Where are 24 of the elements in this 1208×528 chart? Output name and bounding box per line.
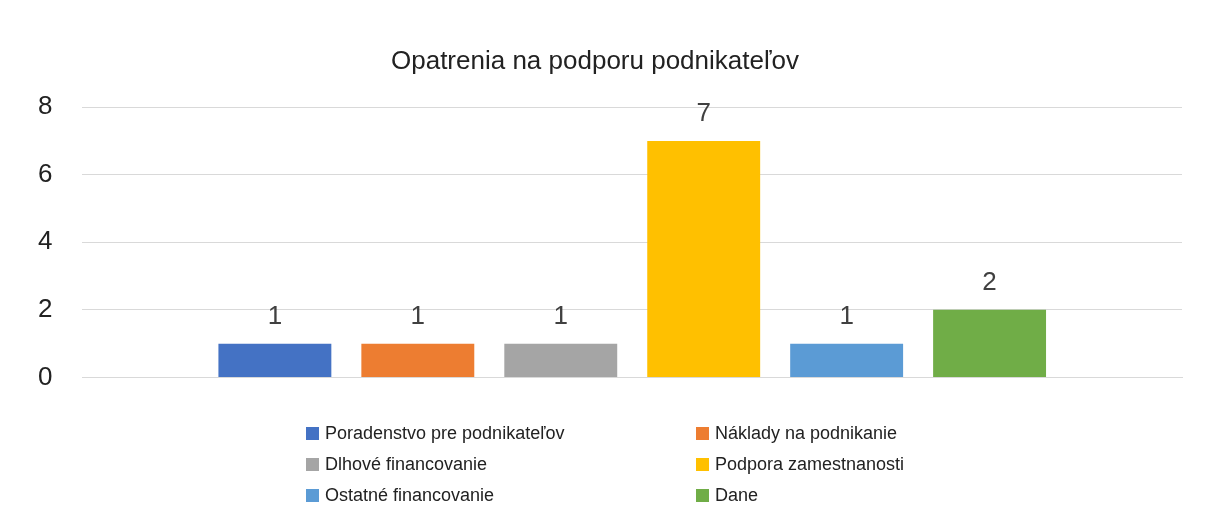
bar: [933, 309, 1047, 377]
data-label: 1: [839, 299, 854, 330]
y-tick-label: 0: [37, 360, 53, 391]
bar: [790, 343, 904, 377]
y-tick-label: 4: [37, 225, 53, 256]
y-tick-label: 2: [37, 293, 53, 324]
y-tick-label: 6: [37, 157, 53, 188]
legend-label: Poradenstvo pre podnikateľov: [325, 423, 565, 444]
legend-label: Dlhové financovanie: [325, 454, 488, 475]
bar: [218, 343, 332, 377]
legend-label: Podpora zamestnanosti: [715, 454, 905, 475]
data-label: 1: [410, 299, 426, 330]
legend-label: Dane: [715, 485, 759, 506]
bar: [504, 343, 618, 377]
data-label: 1: [267, 299, 283, 330]
chart-title: Opatrenia na podporu podnikateľov: [391, 44, 799, 75]
data-label: 1: [553, 299, 568, 330]
legend-label: Ostatné financovanie: [325, 485, 495, 506]
legend-label: Náklady na podnikanie: [715, 423, 898, 444]
data-label: 2: [982, 266, 997, 297]
data-label: 7: [696, 97, 711, 128]
y-tick-label: 8: [37, 90, 53, 121]
bar: [647, 140, 761, 377]
bar: [361, 343, 475, 377]
